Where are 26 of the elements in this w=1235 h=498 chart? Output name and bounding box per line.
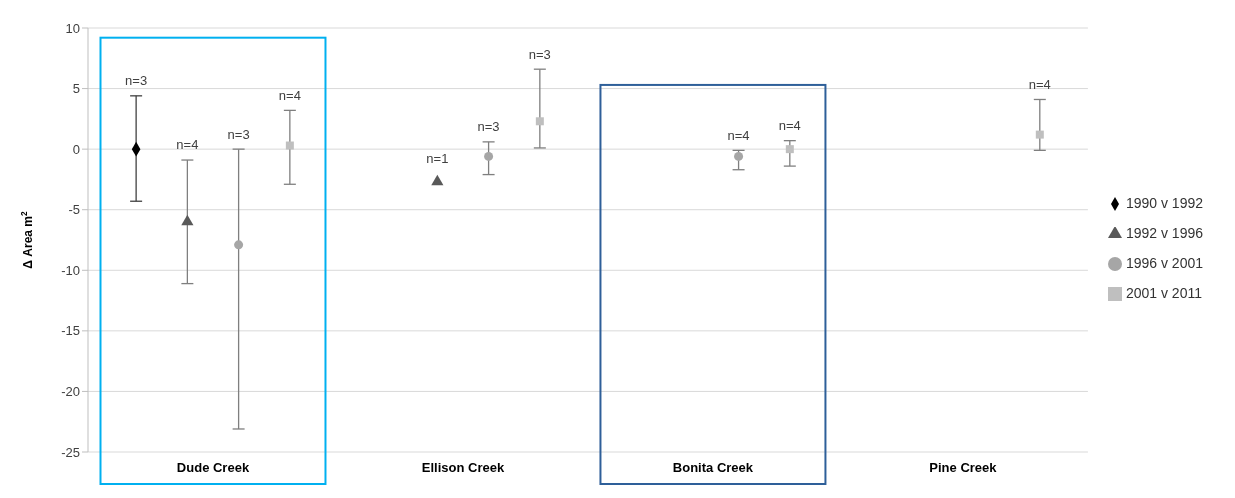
x-tick-label: Dude Creek (176, 460, 250, 475)
annotation: n=4 (1028, 76, 1051, 92)
annotation: n=4 (176, 137, 199, 153)
x-tick-label: Bonita Creek (672, 460, 754, 475)
legend-label: 1996 v 2001 (1125, 255, 1203, 271)
y-tick-label: 10 (65, 20, 80, 36)
annotation: n=4 (778, 118, 801, 134)
x-tick-label: Ellison Creek (421, 460, 505, 475)
y-tick-label: -20 (61, 384, 80, 400)
y-tick-label: -25 (61, 444, 80, 460)
y-tick-label: -5 (68, 202, 80, 218)
annotation: n=4 (727, 127, 750, 143)
annotation: n=1 (426, 151, 449, 167)
annotation: n=3 (125, 73, 148, 89)
annotation: n=3 (477, 119, 500, 135)
annotation: n=3 (227, 126, 250, 142)
legend-label: 2001 v 2011 (1125, 285, 1202, 301)
y-tick-label: -10 (61, 262, 80, 278)
y-tick-label: 0 (72, 141, 80, 157)
legend-label: 1992 v 1996 (1125, 225, 1203, 241)
annotation: n=3 (528, 46, 551, 62)
annotation: n=4 (278, 87, 301, 103)
x-tick-label: Pine Creek (929, 460, 998, 475)
y-tick-label: -15 (61, 323, 80, 339)
legend-label: 1990 v 1992 (1125, 195, 1203, 211)
y-tick-label: 5 (72, 81, 80, 97)
